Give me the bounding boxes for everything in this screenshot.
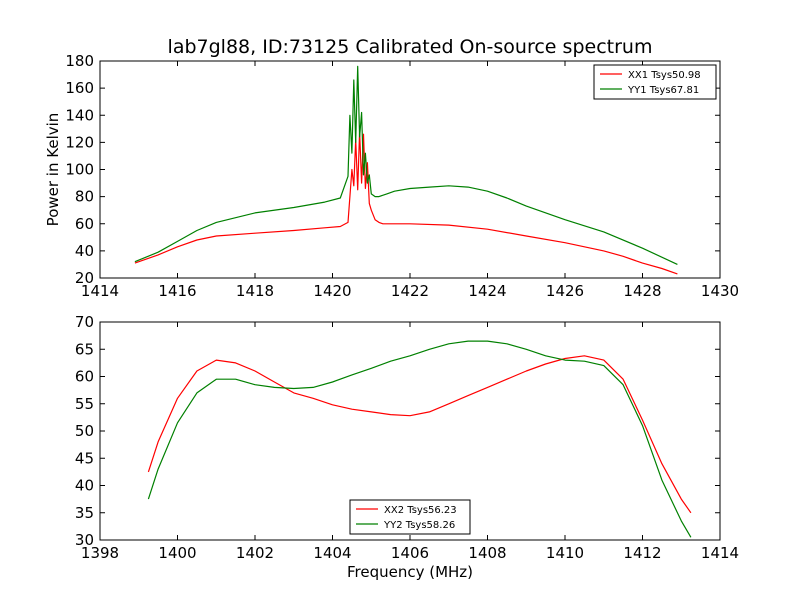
y-tick-label: 65: [75, 340, 94, 358]
x-tick-label: 1408: [468, 544, 506, 562]
y-tick-label: 30: [75, 531, 94, 549]
y-axis-title: Power in Kelvin: [44, 113, 62, 227]
y-tick-label: 45: [75, 449, 94, 467]
x-tick-label: 1400: [158, 544, 196, 562]
legend-box: [349, 499, 471, 535]
legend: XX2 Tsys56.23 YY2 Tsys58.26: [349, 499, 471, 535]
y-tick-label: 120: [65, 133, 94, 151]
y-tick-label: 60: [75, 368, 94, 386]
axes-frame: [99, 321, 721, 541]
x-axis-title: Frequency (MHz): [347, 563, 473, 581]
y-tick-label: 35: [75, 504, 94, 522]
legend-label: XX2 Tsys56.23: [384, 505, 457, 516]
y-tick-label: 40: [75, 477, 94, 495]
y-tick-label: 70: [75, 313, 94, 331]
x-tick-label: 1424: [468, 282, 506, 300]
x-tick-label: 1398: [81, 544, 119, 562]
x-tick-label: 1422: [391, 282, 429, 300]
x-tick-label: 1426: [546, 282, 584, 300]
series-line-1-2: [134, 65, 678, 265]
series-line-2-1: [147, 355, 692, 514]
chart-panel-2: 1398 1400 1402 1404 1406 1408 1410 1412 1414 30 35…: [75, 313, 739, 581]
x-tick-label: 1404: [313, 544, 351, 562]
y-tick-label: 55: [75, 395, 94, 413]
series-line-1-1: [134, 130, 678, 275]
y-tick-label: 160: [65, 79, 94, 97]
legend-label: YY1 Tsys67.81: [627, 85, 699, 96]
x-tick-label: 1428: [623, 282, 661, 300]
x-tick-label: 1420: [313, 282, 351, 300]
chart-panel-1: 1414 1416 1418 1420 1422 1424 1426 1428 1430 20 40…: [44, 52, 739, 300]
legend-label: XX1 Tsys50.98: [628, 70, 701, 81]
y-tick-label: 100: [65, 161, 94, 179]
legend-label: YY2 Tsys58.26: [383, 520, 455, 531]
x-tick-label: 1414: [81, 282, 119, 300]
series-line-2-2: [147, 340, 692, 538]
x-tick-label: 1416: [158, 282, 196, 300]
x-tick-label: 1414: [701, 544, 739, 562]
y-tick-label: 180: [65, 52, 94, 70]
x-tick-label: 1410: [546, 544, 584, 562]
axes-frame: [99, 60, 721, 279]
x-tick-label: 1430: [701, 282, 739, 300]
legend-box: [593, 64, 717, 100]
y-tick-label: 40: [75, 242, 94, 260]
x-tick-label: 1406: [391, 544, 429, 562]
y-tick-label: 20: [75, 269, 94, 287]
y-tick-label: 140: [65, 106, 94, 124]
figure-title: lab7gl88, ID:73125 Calibrated On-source …: [168, 36, 653, 58]
x-tick-label: 1418: [236, 282, 274, 300]
y-tick-label: 80: [75, 188, 94, 206]
legend: XX1 Tsys50.98 YY1 Tsys67.81: [593, 64, 717, 100]
y-tick-label: 60: [75, 215, 94, 233]
x-tick-label: 1412: [623, 544, 661, 562]
x-tick-label: 1402: [236, 544, 274, 562]
y-tick-label: 50: [75, 422, 94, 440]
